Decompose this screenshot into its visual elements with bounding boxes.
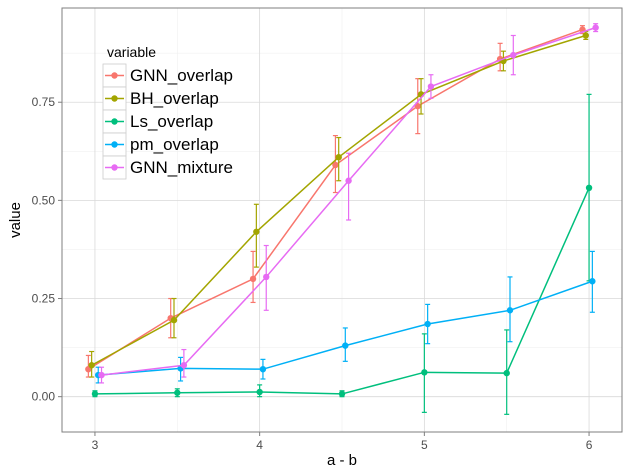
data-point bbox=[592, 24, 599, 31]
data-point bbox=[503, 369, 510, 377]
data-point bbox=[424, 320, 431, 328]
legend-label: BH_overlap bbox=[130, 89, 219, 108]
legend-item: Ls_overlap bbox=[102, 109, 213, 134]
series-pm_overlap bbox=[95, 250, 596, 384]
y-tick-label: 0.25 bbox=[32, 292, 56, 306]
legend-label: GNN_mixture bbox=[130, 158, 233, 177]
data-point bbox=[249, 275, 257, 283]
data-point bbox=[421, 369, 428, 376]
legend-label: pm_overlap bbox=[130, 135, 219, 154]
y-tick-label: 0.00 bbox=[32, 390, 56, 404]
legend-item: pm_overlap bbox=[102, 132, 219, 157]
data-point bbox=[335, 153, 342, 161]
x-tick-label: 5 bbox=[421, 438, 428, 452]
series-GNN_overlap bbox=[85, 25, 586, 378]
series-layer bbox=[85, 23, 599, 415]
data-point bbox=[506, 307, 514, 314]
data-point bbox=[332, 161, 339, 169]
data-point bbox=[91, 390, 99, 398]
legend-key-point bbox=[111, 164, 118, 171]
legend-key-point bbox=[111, 95, 118, 102]
series-Ls_overlap bbox=[91, 93, 593, 415]
data-point bbox=[174, 389, 181, 396]
legend-key-point bbox=[111, 118, 118, 125]
y-tick-label: 0.50 bbox=[32, 193, 56, 207]
data-point bbox=[98, 371, 105, 379]
legend-title: variable bbox=[107, 44, 156, 60]
x-tick-label: 4 bbox=[256, 438, 263, 452]
data-point bbox=[263, 273, 270, 281]
x-tick-label: 3 bbox=[92, 438, 99, 452]
series-BH_overlap bbox=[88, 30, 589, 378]
x-axis: 3 4 5 6 bbox=[92, 432, 593, 452]
data-point bbox=[585, 184, 593, 192]
legend-label: GNN_overlap bbox=[130, 66, 233, 85]
data-point bbox=[338, 390, 346, 398]
data-point bbox=[345, 177, 352, 184]
legend-key-point bbox=[111, 141, 118, 148]
legend-item: BH_overlap bbox=[102, 86, 219, 111]
data-point bbox=[259, 365, 267, 373]
x-tick-label: 6 bbox=[586, 438, 593, 452]
legend: variable GNN_overlap BH_overlap Ls_overlap… bbox=[102, 44, 233, 180]
data-point bbox=[180, 362, 188, 369]
data-point bbox=[256, 388, 263, 396]
plot-panel-border bbox=[61, 7, 623, 433]
data-point bbox=[589, 278, 596, 285]
legend-key-point bbox=[111, 72, 118, 79]
data-point bbox=[170, 316, 178, 324]
x-axis-title: a - b bbox=[327, 452, 357, 469]
data-point bbox=[582, 32, 589, 39]
legend-items: GNN_overlap BH_overlap Ls_overlap pm_overla… bbox=[102, 63, 233, 180]
y-tick-label: 0.75 bbox=[32, 95, 56, 109]
data-point bbox=[88, 362, 95, 369]
series-GNN_mixture bbox=[98, 23, 599, 384]
legend-item: GNN_mixture bbox=[102, 155, 233, 180]
data-point bbox=[253, 228, 260, 235]
data-point bbox=[510, 51, 517, 59]
y-axis-title: value bbox=[7, 202, 24, 238]
data-point bbox=[342, 342, 349, 349]
legend-item: GNN_overlap bbox=[102, 63, 233, 88]
legend-label: Ls_overlap bbox=[130, 112, 213, 131]
data-point bbox=[427, 83, 435, 90]
y-axis: 0.00 0.25 0.50 0.75 bbox=[32, 95, 62, 404]
